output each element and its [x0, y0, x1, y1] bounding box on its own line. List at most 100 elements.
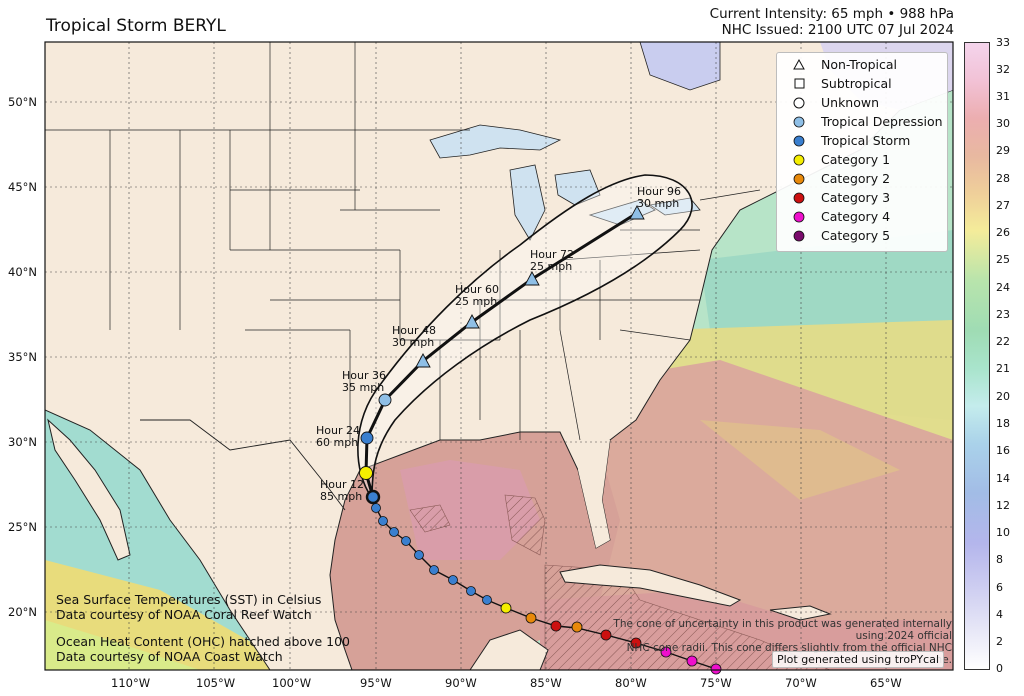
legend-item-category-2: Category 2: [777, 169, 890, 188]
track-point: [429, 565, 439, 575]
legend-label: Category 5: [821, 228, 891, 243]
colorbar-tick: 24: [996, 281, 1010, 294]
label-wind-24: 60 mph: [316, 436, 358, 449]
legend-item-tropical-storm: Tropical Storm: [777, 131, 910, 150]
circle-icon: [777, 211, 821, 223]
colorbar-tick: 25: [996, 253, 1010, 266]
land-hispaniola: [769, 605, 832, 621]
label-hour-36: Hour 36: [342, 369, 386, 382]
great-lakes: [429, 124, 701, 241]
ohc-note-line: Ocean Heat Content (OHC) hatched above 1…: [56, 634, 351, 649]
ohc-note: Ocean Heat Content (OHC) hatched above 1…: [56, 634, 350, 664]
forecast-point-hour-48: [415, 353, 431, 368]
label-wind-48: 30 mph: [392, 336, 434, 349]
circle-icon: [777, 116, 821, 128]
colorbar-tick: 10: [996, 526, 1010, 539]
track-point: [525, 612, 537, 624]
colorbar-tick: 4: [996, 608, 1003, 621]
lat-label: 45°N: [8, 180, 37, 194]
colorbar-tick: 22: [996, 335, 1010, 348]
intensity-info: Current Intensity: 65 mph • 988 hPa NHC …: [710, 6, 954, 38]
legend-item-category-4: Category 4: [777, 207, 890, 226]
colorbar-tick: 26: [996, 226, 1010, 239]
lat-label: 40°N: [8, 265, 37, 279]
colorbar-tick: 33: [996, 36, 1010, 49]
colorbar-tick: 18: [996, 417, 1010, 430]
tropycal-credit: Plot generated using troPYcal: [771, 651, 944, 668]
forecast-point-hour-12: [359, 466, 373, 480]
label-hour-48: Hour 48: [392, 324, 436, 337]
track-point: [371, 503, 381, 513]
legend-label: Category 2: [821, 171, 891, 186]
lat-label: 25°N: [8, 520, 37, 534]
lat-label: 50°N: [8, 95, 37, 109]
colorbar-tick: 2: [996, 635, 1003, 648]
colorbar-tick: 8: [996, 553, 1003, 566]
colorbar-tick: 30: [996, 117, 1010, 130]
track-point: [389, 527, 399, 537]
legend-item-subtropical: Subtropical: [777, 74, 892, 93]
label-wind-36: 35 mph: [342, 381, 384, 394]
track-point: [660, 646, 672, 658]
circle-icon: [777, 97, 821, 109]
lon-label: 75°W: [700, 676, 732, 690]
legend-item-unknown: Unknown: [777, 93, 879, 112]
colorbar-tick: 28: [996, 172, 1010, 185]
legend-label: Category 3: [821, 190, 891, 205]
forecast-points: [359, 205, 645, 505]
legend-item-category-1: Category 1: [777, 150, 890, 169]
legend-label: Subtropical: [821, 76, 892, 91]
lat-label: 20°N: [8, 605, 37, 619]
legend-label: Category 1: [821, 152, 891, 167]
map-frame: [44, 41, 954, 671]
colorbar-tick: 31: [996, 90, 1010, 103]
label-hour-24: Hour 24: [316, 424, 360, 437]
track-point: [466, 586, 476, 596]
legend-label: Tropical Depression: [821, 114, 943, 129]
circle-icon: [777, 173, 821, 185]
track-point: [482, 595, 492, 605]
colorbar-tick: 6: [996, 581, 1003, 594]
legend-item-category-3: Category 3: [777, 188, 890, 207]
label-wind-12: 85 mph: [320, 490, 362, 503]
colorbar-tick: 14: [996, 472, 1010, 485]
forecast-point-hour-24: [360, 431, 374, 445]
track-point: [630, 637, 642, 649]
label-wind-60: 25 mph: [455, 295, 497, 308]
track-point: [550, 620, 562, 632]
circle-icon: [777, 192, 821, 204]
sst-note-line: Sea Surface Temperatures (SST) in Celsiu…: [56, 592, 322, 607]
map-title: Tropical Storm BERYL: [46, 16, 226, 36]
lon-label: 110°W: [111, 676, 151, 690]
sst-source-line: Data courtesy of NOAA Coral Reef Watch: [56, 607, 312, 622]
triangle-icon: [777, 59, 821, 70]
forecast-point-hour-36: [378, 393, 392, 407]
legend-label: Tropical Storm: [821, 133, 911, 148]
track-point: [600, 629, 612, 641]
land-baja: [47, 418, 131, 561]
atlantic-warm-sst: [560, 360, 953, 670]
state-borders: [45, 42, 761, 441]
current-position: [365, 489, 381, 505]
label-wind-72: 25 mph: [530, 260, 572, 273]
ohc-hatch-gulf-west: [409, 504, 451, 533]
circle-icon: [777, 230, 821, 242]
nhc-issued: NHC Issued: 2100 UTC 07 Jul 2024: [721, 22, 954, 38]
colorbar-tick: 29: [996, 144, 1010, 157]
lon-label: 90°W: [445, 676, 477, 690]
colorbar-tick: 20: [996, 390, 1010, 403]
past-track-points: [371, 503, 722, 675]
label-hour-60: Hour 60: [455, 283, 499, 296]
forecast-point-hour-72: [524, 271, 540, 286]
lon-label: 95°W: [360, 676, 392, 690]
label-hour-96: Hour 96: [637, 185, 681, 198]
colorbar-tick: 12: [996, 499, 1010, 512]
track-point: [710, 663, 722, 675]
label-hour-12: Hour 12: [320, 478, 364, 491]
colorbar-tick: 32: [996, 63, 1010, 76]
colorbar-tick: 0: [996, 662, 1003, 675]
legend-item-category-5: Category 5: [777, 226, 890, 245]
legend-label: Category 4: [821, 209, 891, 224]
legend-label: Unknown: [821, 95, 880, 110]
square-icon: [777, 78, 821, 89]
